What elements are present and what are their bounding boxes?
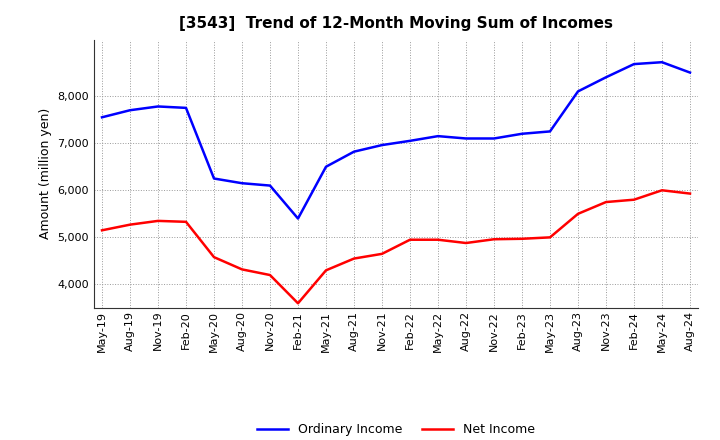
Line: Net Income: Net Income (102, 190, 690, 303)
Ordinary Income (574, 89, 582, 94)
Ordinary Income (378, 143, 387, 148)
Net Income (126, 222, 135, 227)
Ordinary Income (602, 75, 611, 80)
Net Income (322, 268, 330, 273)
Ordinary Income (630, 62, 639, 67)
Y-axis label: Amount (million yen): Amount (million yen) (39, 108, 52, 239)
Ordinary Income (153, 104, 162, 109)
Ordinary Income (294, 216, 302, 221)
Ordinary Income (266, 183, 274, 188)
Ordinary Income (490, 136, 498, 141)
Net Income (153, 218, 162, 224)
Net Income (433, 237, 442, 242)
Ordinary Income (546, 129, 554, 134)
Net Income (546, 235, 554, 240)
Net Income (266, 272, 274, 278)
Title: [3543]  Trend of 12-Month Moving Sum of Incomes: [3543] Trend of 12-Month Moving Sum of I… (179, 16, 613, 32)
Net Income (98, 227, 107, 233)
Net Income (462, 240, 470, 246)
Net Income (657, 187, 666, 193)
Ordinary Income (405, 138, 414, 143)
Ordinary Income (657, 59, 666, 65)
Net Income (405, 237, 414, 242)
Ordinary Income (126, 108, 135, 113)
Net Income (181, 219, 190, 224)
Legend: Ordinary Income, Net Income: Ordinary Income, Net Income (252, 418, 540, 440)
Net Income (518, 236, 526, 242)
Net Income (210, 254, 218, 260)
Net Income (238, 267, 246, 272)
Net Income (378, 251, 387, 257)
Net Income (630, 197, 639, 202)
Ordinary Income (518, 131, 526, 136)
Ordinary Income (685, 70, 694, 75)
Net Income (574, 211, 582, 216)
Line: Ordinary Income: Ordinary Income (102, 62, 690, 219)
Net Income (490, 237, 498, 242)
Net Income (602, 199, 611, 205)
Ordinary Income (181, 105, 190, 110)
Ordinary Income (350, 149, 359, 154)
Ordinary Income (433, 133, 442, 139)
Ordinary Income (462, 136, 470, 141)
Ordinary Income (322, 164, 330, 169)
Ordinary Income (98, 115, 107, 120)
Ordinary Income (238, 180, 246, 186)
Net Income (350, 256, 359, 261)
Net Income (294, 301, 302, 306)
Ordinary Income (210, 176, 218, 181)
Net Income (685, 191, 694, 196)
